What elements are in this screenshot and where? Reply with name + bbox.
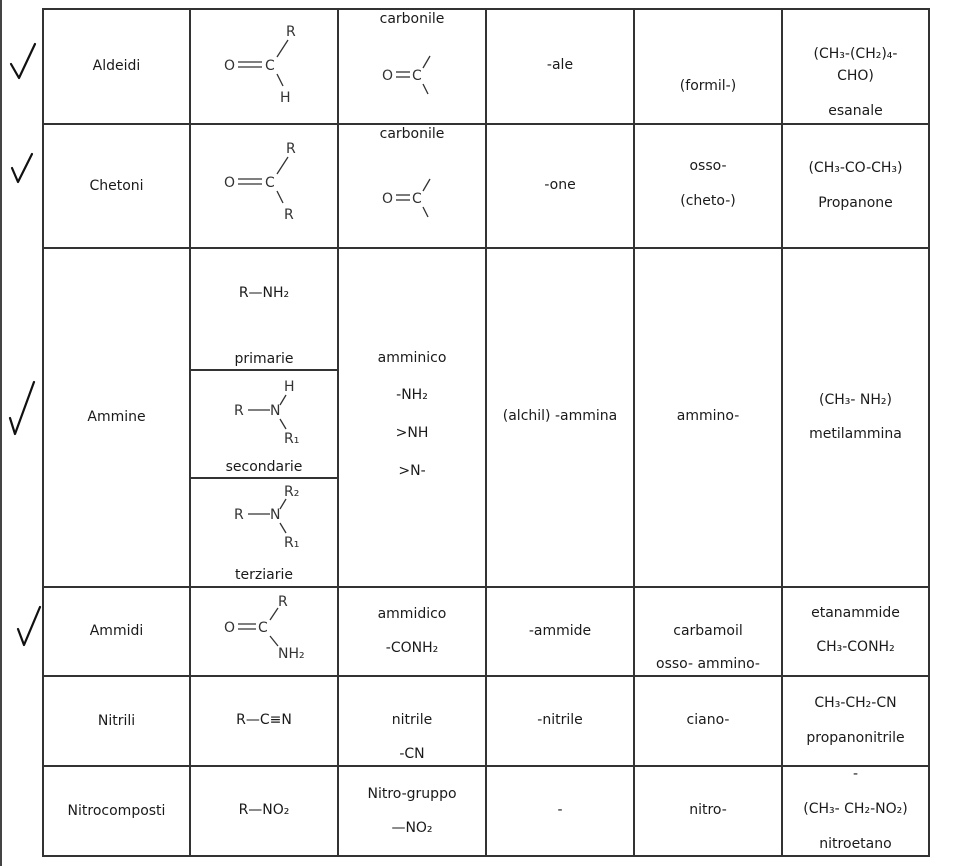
nitrocomposti-group-name: Nitro-gruppo (367, 786, 457, 802)
svg-text:R₁: R₁ (284, 535, 299, 551)
ammine-group-name: amminico (377, 350, 447, 366)
ammidi-group-formula: -CONH₂ (385, 640, 439, 656)
primary-amine-formula: R—NH₂ (238, 285, 290, 301)
svg-text:H: H (284, 379, 295, 395)
svg-text:C: C (265, 58, 275, 74)
nitrili-group-formula: -CN (399, 746, 425, 762)
secondary-amine-label: secondarie (225, 459, 303, 475)
left-margin-rule (0, 0, 2, 866)
ammidi-example-name: etanammide (811, 605, 900, 621)
aldeidi-example-name: esanale (828, 103, 883, 119)
ammine-example-name: metilammina (809, 426, 902, 442)
ketone-structure: O C R R (224, 141, 296, 223)
chetoni-suffix: -one (544, 177, 576, 193)
svg-text:R₂: R₂ (284, 484, 299, 500)
chetoni-example-formula: (CH₃-CO-CH₃) (808, 160, 903, 176)
svg-text:H: H (280, 90, 291, 106)
nitrili-example-formula: CH₃-CH₂-CN (814, 695, 897, 711)
secondary-amine-structure: R N H R₁ (234, 379, 299, 447)
row-nitrili-name: Nitrili (97, 712, 136, 729)
chetoni-example-name: Propanone (818, 195, 893, 211)
ammine-group-1: -NH₂ (396, 387, 428, 403)
svg-text:C: C (265, 175, 275, 191)
nitrocomposti-group-formula: —NO₂ (391, 820, 433, 836)
svg-text:O: O (224, 175, 235, 191)
nitrocomposti-example-name: nitroetano (819, 836, 892, 852)
nitrocomposti-example-formula: (CH₃- CH₂-NO₂) (803, 801, 908, 817)
nitrocomposti-formula: R—NO₂ (238, 802, 290, 818)
ammine-suffix: (alchil) -ammina (502, 408, 618, 424)
tertiary-amine-label: terziarie (235, 567, 293, 583)
ammine-group-2: >NH (395, 425, 429, 441)
svg-text:C: C (412, 191, 422, 207)
nitrili-formula: R—C≡N (236, 712, 292, 728)
tertiary-amine-structure: R N R₂ R₁ (234, 484, 299, 551)
row-ammine-name: Ammine (87, 409, 146, 426)
primary-amine-label: primarie (234, 351, 294, 367)
nitrocomposti-suffix: - (557, 802, 563, 818)
ammidi-example-formula: CH₃-CONH₂ (816, 639, 895, 655)
row-nitrocomposti-name: Nitrocomposti (67, 802, 166, 819)
carbonyl-icon: O C (382, 178, 431, 218)
check-mark-icon (8, 380, 36, 436)
aldeidi-example-formula-2: CHO) (837, 68, 874, 84)
amide-structure: O C R NH₂ (224, 594, 305, 662)
chetoni-prefix-2: (cheto-) (680, 193, 736, 209)
row-ammidi-name: Ammidi (89, 623, 144, 640)
svg-text:NH₂: NH₂ (278, 646, 305, 662)
ammine-prefix: ammino- (676, 408, 740, 424)
svg-text:N: N (270, 403, 280, 419)
chetoni-group-name: carbonile (379, 126, 445, 142)
aldeidi-suffix: -ale (546, 57, 574, 73)
carbonyl-icon: O C (382, 55, 431, 95)
svg-text:R: R (278, 594, 288, 610)
row-aldeidi-name: Aldeidi (92, 58, 141, 75)
ammidi-prefix-1: carbamoil (673, 623, 743, 639)
svg-text:N: N (270, 507, 280, 523)
aldeidi-example-formula: (CH₃-(CH₂)₄- (813, 46, 898, 62)
svg-text:R: R (234, 507, 244, 523)
aldehyde-structure: O C R H (224, 24, 296, 106)
ammidi-prefix-2: osso- ammino- (656, 656, 760, 672)
svg-text:R₁: R₁ (284, 431, 299, 447)
nitrocomposti-example-dash: - (852, 766, 859, 782)
chetoni-prefix-1: osso- (689, 158, 727, 174)
nitrili-suffix: -nitrile (537, 712, 583, 728)
nitrili-group-name: nitrile (391, 712, 433, 728)
aldeidi-group-name: carbonile (379, 11, 445, 27)
svg-text:R: R (234, 403, 244, 419)
svg-text:R: R (284, 207, 294, 223)
check-mark-icon (9, 42, 37, 80)
aldeidi-prefix: (formil-) (679, 78, 737, 94)
svg-text:O: O (224, 58, 235, 74)
check-mark-icon (10, 152, 34, 184)
nitrili-example-name: propanonitrile (806, 730, 905, 746)
svg-text:C: C (258, 620, 268, 636)
ammine-group-3: >N- (398, 463, 426, 479)
ammine-example-formula: (CH₃- NH₂) (819, 392, 892, 408)
check-mark-icon (16, 605, 42, 647)
svg-text:O: O (382, 191, 393, 207)
svg-text:O: O (224, 620, 235, 636)
nitrocomposti-prefix: nitro- (689, 802, 727, 818)
ammidi-suffix: -ammide (528, 623, 592, 639)
svg-text:R: R (286, 24, 296, 40)
svg-text:C: C (412, 68, 422, 84)
svg-text:R: R (286, 141, 296, 157)
svg-text:O: O (382, 68, 393, 84)
row-chetoni-name: Chetoni (89, 177, 144, 194)
ammidi-group-name: ammidico (377, 606, 447, 622)
nitrili-prefix: ciano- (686, 712, 730, 728)
